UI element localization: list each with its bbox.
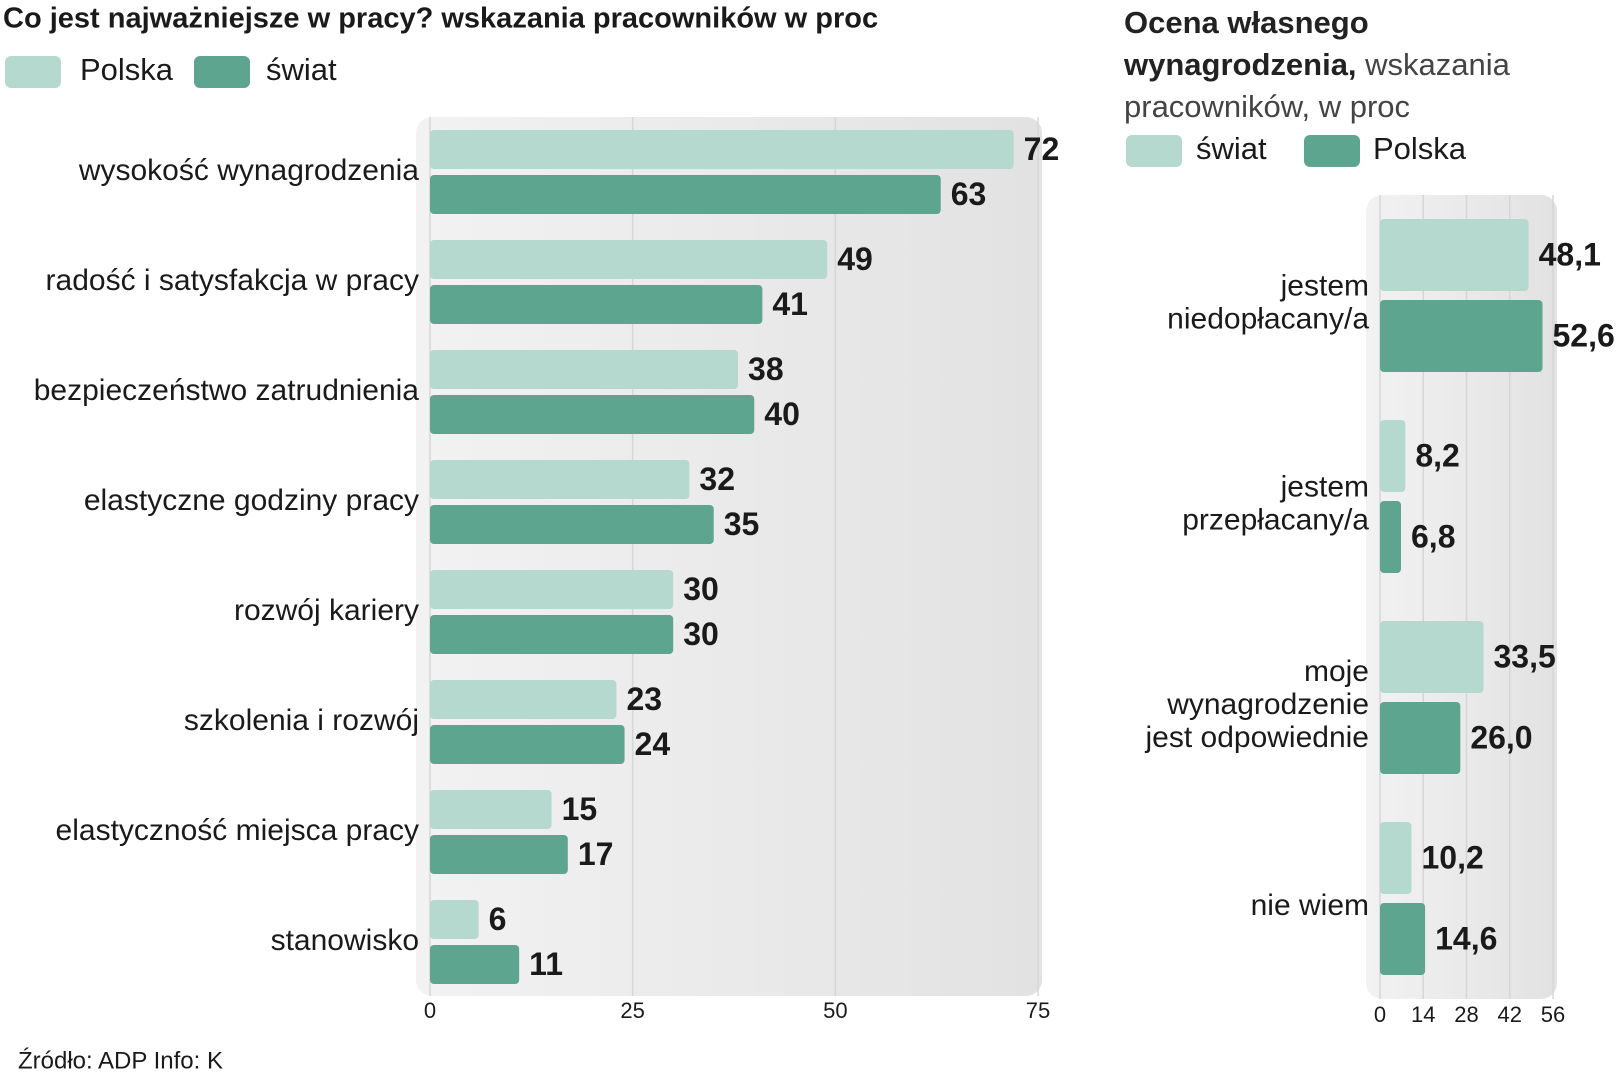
category-label: stanowisko	[271, 924, 419, 957]
legend-swatch	[194, 56, 250, 88]
bar	[430, 945, 520, 984]
legend-label: Polska	[80, 52, 174, 87]
value-label: 8,2	[1415, 437, 1459, 473]
x-tick-label: 75	[1026, 998, 1050, 1023]
bar	[1380, 621, 1484, 693]
value-label: 11	[529, 946, 563, 982]
value-label: 23	[626, 681, 662, 717]
chart-title: Co jest najważniejsze w pracy? wskazania…	[3, 3, 878, 35]
bar	[1380, 702, 1461, 774]
category-label: wysokość wynagrodzenia	[78, 154, 419, 187]
bar	[430, 725, 625, 764]
category-label: jestem przepłacany/a	[1182, 470, 1369, 536]
value-label: 38	[748, 351, 784, 387]
value-label: 33,5	[1493, 638, 1555, 674]
category-label: bezpieczeństwo zatrudnienia	[34, 374, 420, 407]
x-tick-label: 28	[1454, 1002, 1478, 1027]
x-tick-label: 14	[1411, 1002, 1435, 1027]
bar	[1380, 420, 1406, 492]
bar	[430, 900, 479, 939]
x-tick-label: 42	[1498, 1002, 1522, 1027]
value-label: 6,8	[1411, 518, 1455, 554]
value-label: 24	[635, 726, 671, 762]
value-label: 14,6	[1435, 920, 1497, 956]
x-tick-label: 56	[1541, 1002, 1565, 1027]
value-label: 72	[1024, 131, 1060, 167]
x-tick-label: 50	[823, 998, 847, 1023]
value-label: 10,2	[1422, 839, 1484, 875]
value-label: 30	[683, 616, 719, 652]
bar	[1380, 219, 1529, 291]
value-label: 6	[489, 901, 507, 937]
value-label: 15	[562, 791, 598, 827]
value-label: 35	[724, 506, 760, 542]
value-label: 17	[578, 836, 614, 872]
bar	[430, 505, 714, 544]
bar	[1380, 300, 1543, 372]
source: Źródło: ADP Info: K	[18, 1047, 223, 1074]
category-label: nie wiem	[1251, 889, 1369, 922]
category-label: moje wynagrodzenie jest odpowiednie	[1145, 655, 1370, 754]
bar	[430, 240, 828, 279]
bar	[1380, 501, 1402, 573]
bar	[1380, 903, 1426, 975]
bar	[430, 835, 568, 874]
bar	[430, 570, 674, 609]
category-label: elastyczność miejsca pracy	[56, 814, 419, 847]
category-label: elastyczne godziny pracy	[84, 484, 419, 517]
subtitle: wskazania pracowników, w proc	[1124, 47, 1510, 124]
value-label: 30	[683, 571, 719, 607]
legend-label: Polska	[1373, 131, 1467, 166]
bar	[430, 395, 755, 434]
bar	[1380, 822, 1412, 894]
plot-background	[416, 117, 1042, 996]
category-label: radość i satysfakcja w pracy	[46, 264, 419, 297]
bar	[430, 285, 763, 324]
bar	[430, 680, 617, 719]
value-label: 32	[699, 461, 735, 497]
x-tick-label: 0	[424, 998, 436, 1023]
legend-label: świat	[1196, 131, 1267, 166]
value-label: 49	[837, 241, 873, 277]
legend-swatch	[1304, 135, 1360, 167]
legend-swatch	[1126, 135, 1182, 167]
chart-title: Ocena własnego wynagrodzenia, wskazania …	[1124, 2, 1524, 128]
bar	[430, 790, 552, 829]
value-label: 52,6	[1552, 317, 1614, 353]
bar	[430, 615, 674, 654]
value-label: 40	[764, 396, 800, 432]
x-tick-label: 25	[620, 998, 644, 1023]
value-label: 41	[772, 286, 808, 322]
title: Ocena własnego wynagrodzenia,	[1124, 5, 1369, 82]
bar	[430, 130, 1014, 169]
value-label: 48,1	[1539, 236, 1601, 272]
bar	[430, 350, 739, 389]
value-label: 63	[951, 176, 987, 212]
bar	[430, 175, 941, 214]
value-label: 26,0	[1470, 719, 1532, 755]
legend-label: świat	[266, 52, 337, 87]
bar	[430, 460, 690, 499]
legend-swatch	[5, 56, 61, 88]
category-label: szkolenia i rozwój	[184, 704, 419, 737]
category-label: rozwój kariery	[234, 594, 419, 627]
category-label: jestem niedopłacany/a	[1167, 269, 1369, 335]
x-tick-label: 0	[1374, 1002, 1386, 1027]
